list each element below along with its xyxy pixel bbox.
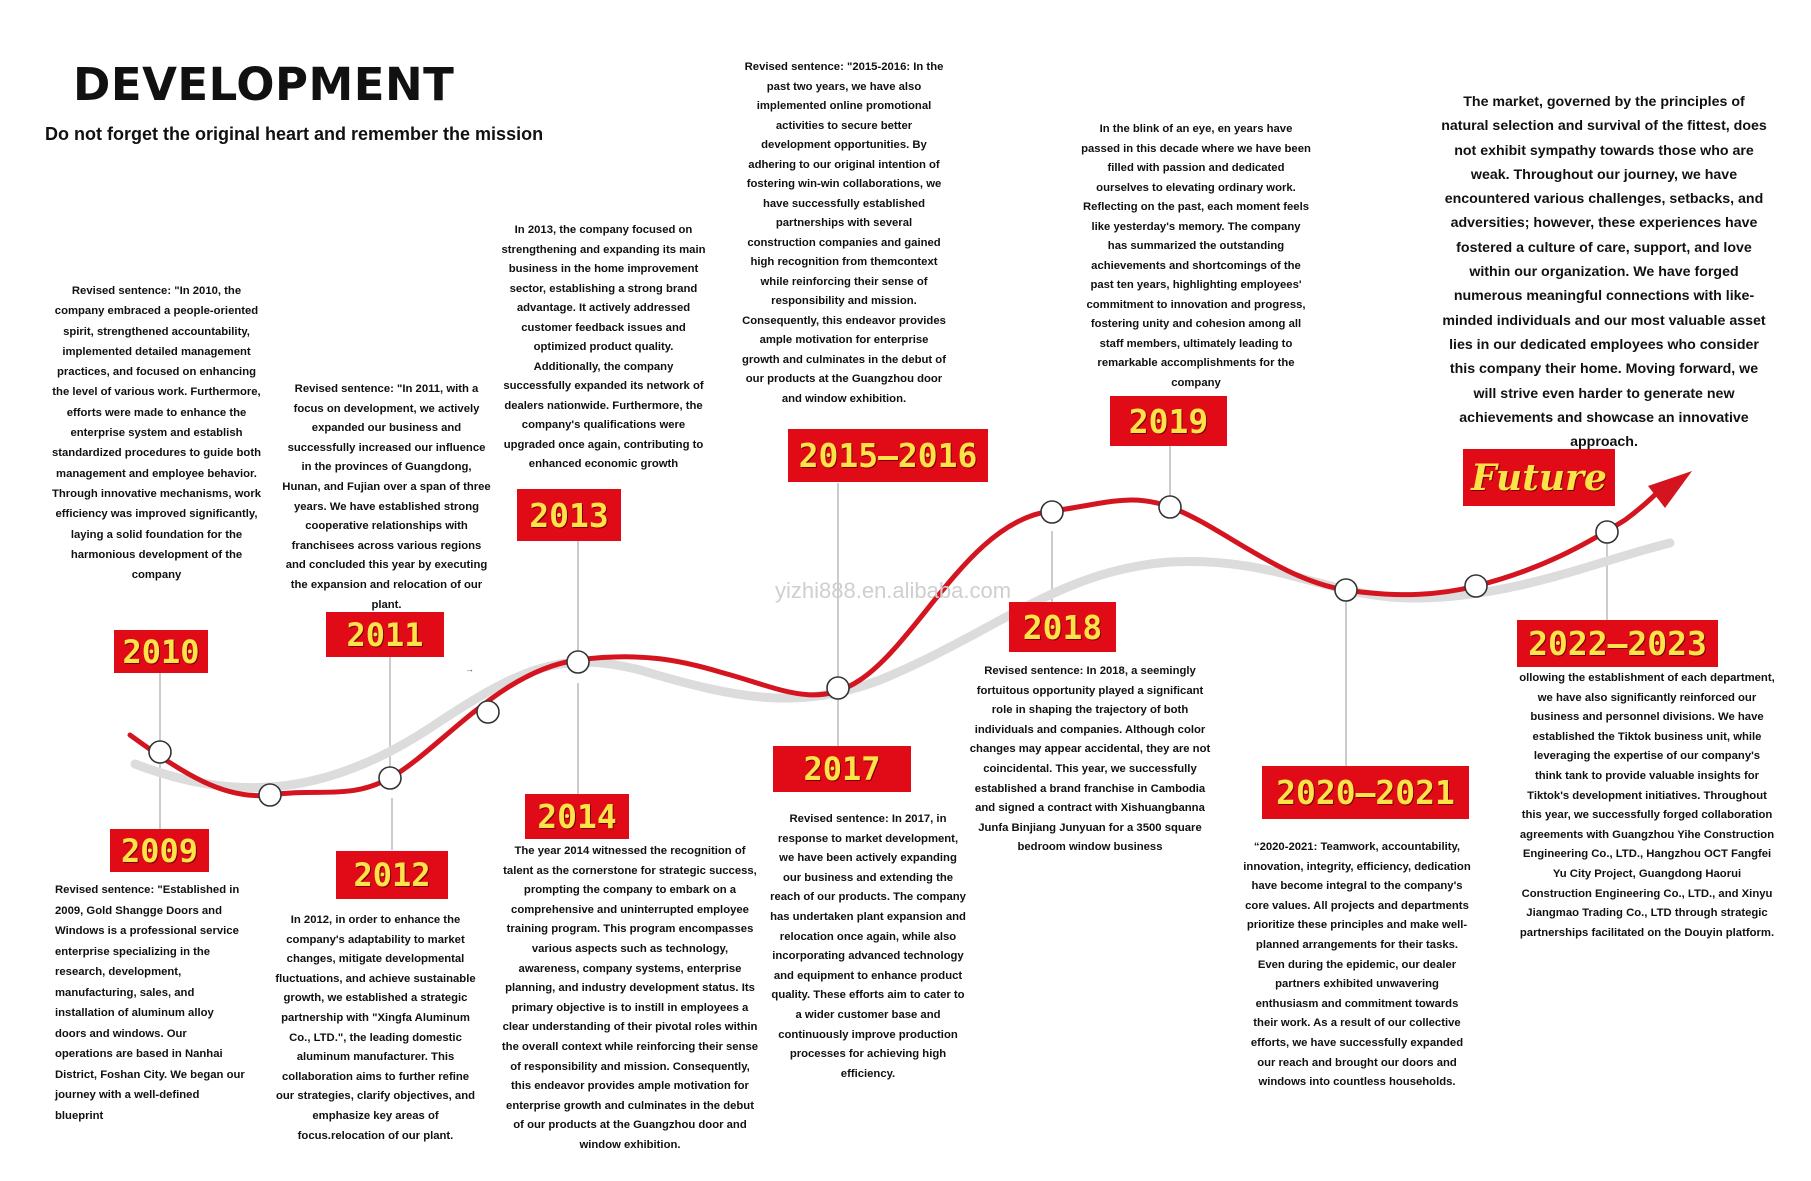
milestone-2010-text: Revised sentence: "In 2010, the company … (51, 285, 262, 582)
tiny-mark: → (465, 664, 474, 674)
milestone-2014-text: The year 2014 witnessed the recognition … (501, 845, 759, 1151)
milestone-2013-text: In 2013, the company focused on strength… (501, 224, 706, 470)
badge-2012: 2012 (336, 851, 448, 899)
milestone-2009-text: Revised sentence: "Established in 2009, … (55, 884, 245, 1122)
market-statement-text: The market, governed by the principles o… (1441, 94, 1767, 451)
badge-2020-2021: 2020—2021 (1262, 766, 1469, 819)
badge-2010: 2010 (114, 630, 208, 673)
page-subtitle: Do not forget the original heart and rem… (45, 124, 544, 144)
badge-2017: 2017 (773, 746, 911, 792)
milestone-2011-text: Revised sentence: "In 2011, with a focus… (282, 383, 491, 611)
badge-2009: 2009 (110, 829, 209, 872)
milestone-2018-text: Revised sentence: In 2018, a seemingly f… (969, 665, 1211, 854)
milestone-2012-text: In 2012, in order to enhance the company… (275, 914, 476, 1142)
badge-2015-2016: 2015—2016 (788, 429, 988, 482)
timeline-nodes (148, 495, 1619, 807)
badge-2022-2023: 2022—2023 (1517, 620, 1718, 667)
page-title: DEVELOPMENT (73, 58, 455, 111)
milestone-2017-text: Revised sentence: In 2017, in response t… (770, 813, 966, 1080)
arrow-head-icon (1648, 471, 1692, 508)
badge-2014: 2014 (525, 794, 629, 839)
milestone-2015-2016-text: Revised sentence: "2015-2016: In the pas… (742, 61, 946, 405)
badge-2018: 2018 (1009, 602, 1116, 652)
badge-2019: 2019 (1110, 396, 1227, 446)
milestone-2019-text: In the blink of an eye, en years have pa… (1081, 123, 1311, 389)
watermark-text: yizhi888.en.alibaba.com (775, 578, 1012, 603)
milestone-2022-2023-text: ollowing the establishment of each depar… (1519, 672, 1775, 939)
shadow-curve (130, 538, 1675, 793)
badge-2011: 2011 (326, 612, 444, 657)
milestone-2020-2021-text: “2020-2021: Teamwork, accountability, in… (1243, 841, 1471, 1089)
badge-future: Future (1463, 449, 1615, 506)
badge-2013: 2013 (517, 489, 621, 541)
